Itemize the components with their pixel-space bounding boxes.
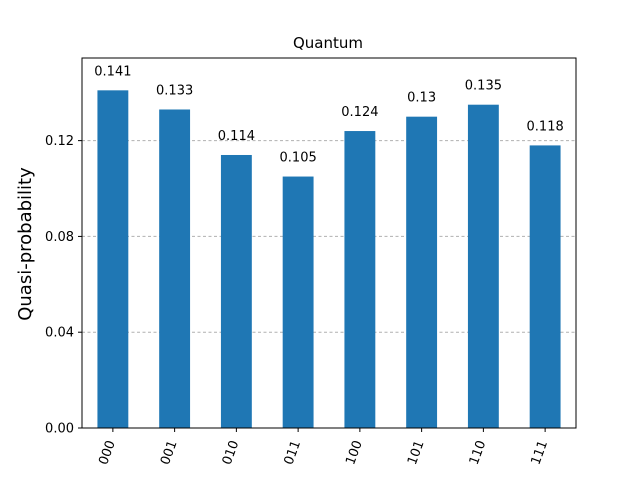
x-tick-label: 110 (467, 439, 490, 467)
data-label-001: 0.133 (156, 83, 193, 98)
data-label-110: 0.135 (465, 79, 502, 94)
bar-110 (467, 104, 499, 428)
x-tick-label: 100 (343, 439, 366, 467)
data-label-111: 0.118 (527, 119, 564, 134)
y-axis-label: Quasi-probability (15, 167, 36, 321)
data-labels: 0.141 0.133 0.114 0.105 0.124 0.13 0.135 0.118 (94, 64, 563, 165)
y-tick-label: 0.08 (45, 230, 74, 245)
bar-000 (97, 90, 129, 429)
x-tick-label: 001 (158, 439, 181, 467)
bar-010 (220, 154, 252, 428)
x-tick-label: 111 (529, 439, 552, 467)
chart-title: Quantum (293, 34, 363, 52)
bar-001 (159, 109, 191, 428)
data-label-000: 0.141 (94, 64, 131, 79)
x-tick-label: 000 (96, 439, 119, 467)
x-tick-label: 101 (405, 439, 428, 467)
y-tick-label: 0.04 (45, 326, 74, 341)
x-tick-label: 010 (220, 439, 243, 467)
bar-011 (282, 176, 314, 428)
bars (97, 90, 561, 429)
data-label-101: 0.13 (407, 91, 436, 106)
y-tick-label: 0.00 (45, 422, 74, 437)
bar-111 (529, 145, 561, 428)
x-tick-label: 011 (282, 439, 305, 467)
data-label-011: 0.105 (280, 151, 317, 166)
bar-101 (406, 116, 438, 428)
data-label-100: 0.124 (341, 105, 378, 120)
plot-frame (81, 57, 577, 429)
bar-100 (344, 131, 376, 429)
grid-lines (82, 140, 576, 333)
data-label-010: 0.114 (218, 129, 255, 144)
y-tick-label: 0.12 (45, 134, 74, 149)
